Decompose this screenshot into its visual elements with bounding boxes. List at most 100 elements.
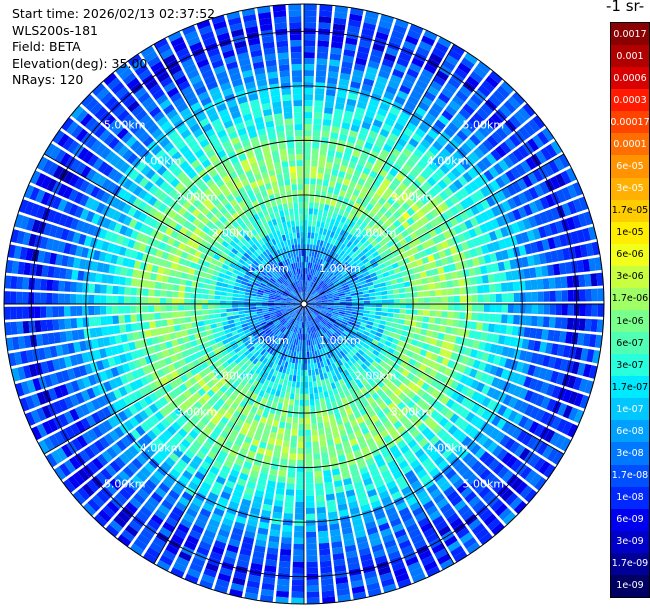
range-gate	[325, 487, 335, 495]
range-gate	[250, 328, 258, 334]
range-gate	[454, 262, 463, 271]
range-gate	[543, 304, 550, 315]
range-gate	[214, 313, 222, 319]
range-gate	[485, 75, 499, 89]
range-gate	[367, 104, 378, 113]
range-gate	[276, 313, 283, 318]
range-gate	[151, 371, 160, 381]
range-gate	[349, 316, 357, 321]
range-gate	[337, 315, 344, 319]
range-gate	[422, 284, 430, 291]
range-gate	[114, 334, 123, 344]
range-gate	[353, 231, 360, 239]
range-gate	[322, 596, 336, 604]
range-gate	[392, 470, 403, 480]
range-gate	[87, 498, 101, 512]
range-gate	[298, 309, 302, 315]
range-gate	[252, 379, 259, 388]
range-gate	[355, 210, 362, 218]
range-gate	[376, 273, 384, 280]
range-gate	[424, 336, 432, 344]
range-gate	[183, 540, 197, 551]
range-gate	[169, 468, 181, 479]
range-gate	[492, 355, 502, 366]
range-gate	[548, 160, 560, 174]
range-gate	[294, 513, 304, 520]
range-gate	[388, 153, 398, 163]
range-gate	[319, 148, 327, 156]
range-gate	[398, 51, 412, 62]
range-gate	[449, 440, 461, 452]
range-gate	[118, 305, 125, 314]
range-gate	[515, 361, 525, 373]
range-gate	[345, 205, 353, 213]
range-gate	[394, 18, 409, 29]
range-gate	[403, 449, 414, 460]
range-gate	[368, 314, 376, 319]
range-gate	[238, 313, 246, 318]
range-gate	[272, 343, 278, 350]
range-gate	[101, 240, 110, 252]
range-gate	[562, 247, 571, 261]
range-gate	[16, 291, 23, 304]
range-gate	[207, 334, 215, 341]
range-gate	[89, 327, 97, 338]
range-gate	[444, 198, 455, 208]
range-gate	[140, 376, 149, 386]
range-gate	[323, 286, 330, 291]
range-gate	[327, 297, 334, 301]
range-gate	[545, 194, 556, 208]
range-gate	[399, 309, 406, 314]
range-gate	[315, 483, 324, 490]
range-gate	[387, 359, 395, 367]
range-gate	[257, 292, 264, 296]
range-gate	[75, 353, 84, 365]
range-gate	[355, 317, 362, 322]
range-gate	[343, 389, 351, 397]
range-gate	[344, 314, 351, 319]
range-gate	[412, 506, 424, 517]
range-gate	[224, 328, 232, 335]
range-gate	[240, 334, 247, 340]
range-gate	[242, 277, 249, 283]
range-gate	[67, 342, 76, 354]
range-gate	[237, 328, 244, 334]
range-gate	[496, 190, 507, 202]
range-gate	[234, 321, 242, 327]
range-gate	[315, 305, 322, 307]
range-gate	[253, 282, 260, 287]
range-gate	[453, 225, 463, 235]
range-gate	[117, 534, 132, 547]
range-gate	[423, 527, 436, 539]
range-gate	[308, 295, 313, 300]
range-gate	[441, 341, 449, 350]
range-gate	[218, 256, 226, 264]
range-gate	[233, 286, 241, 291]
range-gate	[154, 312, 161, 320]
range-gate	[392, 201, 401, 210]
range-gate	[452, 95, 465, 107]
range-gate	[368, 364, 376, 372]
range-gate	[293, 320, 297, 326]
range-gate	[14, 213, 24, 228]
range-gate	[265, 366, 272, 374]
range-gate	[253, 545, 266, 553]
range-gate	[290, 441, 297, 448]
range-gate	[391, 262, 399, 269]
range-gate	[475, 527, 490, 541]
range-gate	[434, 97, 447, 109]
range-gate	[46, 319, 54, 331]
range-gate	[270, 289, 277, 294]
range-gate	[256, 306, 263, 310]
range-gate	[345, 550, 358, 559]
range-gate	[165, 340, 173, 349]
range-gate	[372, 368, 380, 376]
range-gate	[289, 311, 295, 316]
range-gate	[437, 332, 445, 340]
range-gate	[403, 355, 411, 364]
range-gate	[211, 393, 220, 403]
range-gate	[423, 263, 432, 271]
range-gate	[265, 559, 278, 567]
range-gate	[158, 433, 169, 445]
range-gate	[10, 291, 17, 304]
